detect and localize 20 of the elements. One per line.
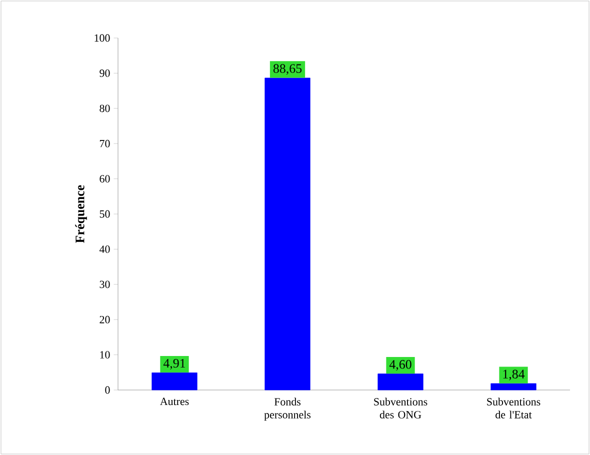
x-tick-label: Fonds personnels: [264, 398, 311, 421]
y-tick-label: 20: [100, 316, 110, 324]
y-tick-label: 30: [100, 280, 110, 288]
x-tick-label: Autres: [160, 398, 189, 406]
y-tick-label: 100: [94, 34, 110, 42]
y-tick-label: 40: [99, 246, 110, 253]
x-tick-label: Subventions des ONG: [374, 398, 428, 418]
y-tick-label: 80: [100, 104, 110, 112]
data-label: 4,60: [389, 360, 412, 371]
y-tick-label: 10: [100, 351, 110, 358]
y-tick-label: 0: [105, 386, 110, 394]
y-axis-title: Fréquence: [75, 185, 87, 243]
x-tick-label: Subventions de l'Etat: [487, 398, 540, 418]
y-tick-label: 70: [100, 140, 110, 148]
data-label: 1,84: [503, 370, 525, 380]
y-tick-label: 50: [100, 210, 110, 218]
y-tick-label: 90: [100, 70, 110, 77]
data-label: 88,65: [273, 64, 302, 75]
data-label: 4,91: [163, 358, 186, 370]
y-tick-label: 60: [100, 175, 110, 182]
